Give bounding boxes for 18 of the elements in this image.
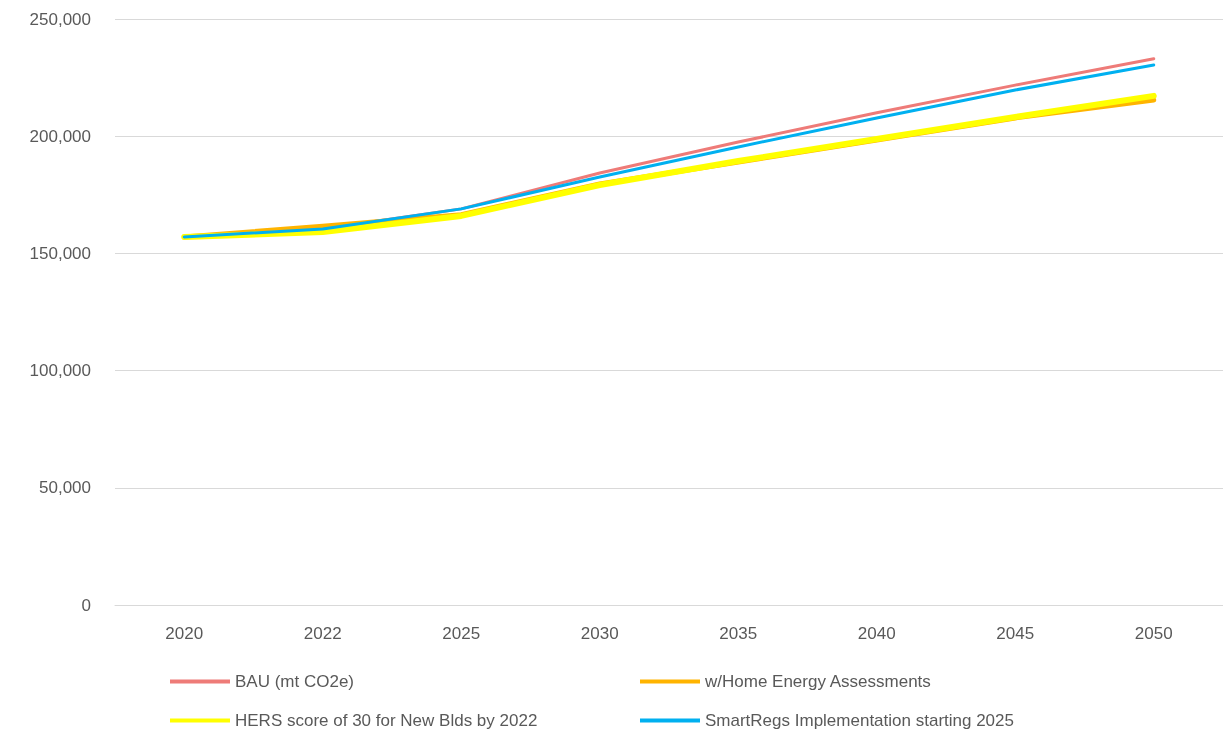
legend-label: SmartRegs Implementation starting 2025 [705, 711, 1014, 730]
y-tick-label: 100,000 [29, 361, 91, 381]
legend-label: HERS score of 30 for New Blds by 2022 [235, 711, 538, 730]
legend-label: w/Home Energy Assessments [704, 672, 931, 691]
x-tick-label: 2022 [303, 624, 342, 643]
x-tick-label: 2025 [442, 624, 481, 643]
x-tick-label: 2040 [857, 624, 896, 643]
legend-label: BAU (mt CO2e) [235, 672, 355, 691]
x-tick-label: 2020 [165, 624, 204, 643]
x-tick-label: 2030 [580, 624, 619, 643]
y-tick-label: 150,000 [29, 243, 91, 263]
x-tick-label: 2045 [996, 624, 1035, 643]
y-tick-label: 250,000 [29, 9, 91, 29]
x-tick-label: 2035 [719, 624, 758, 643]
y-tick-label: 200,000 [29, 126, 91, 146]
y-tick-label: 50,000 [39, 478, 91, 498]
x-tick-label: 2050 [1134, 624, 1173, 643]
y-tick-label: 0 [81, 595, 91, 615]
